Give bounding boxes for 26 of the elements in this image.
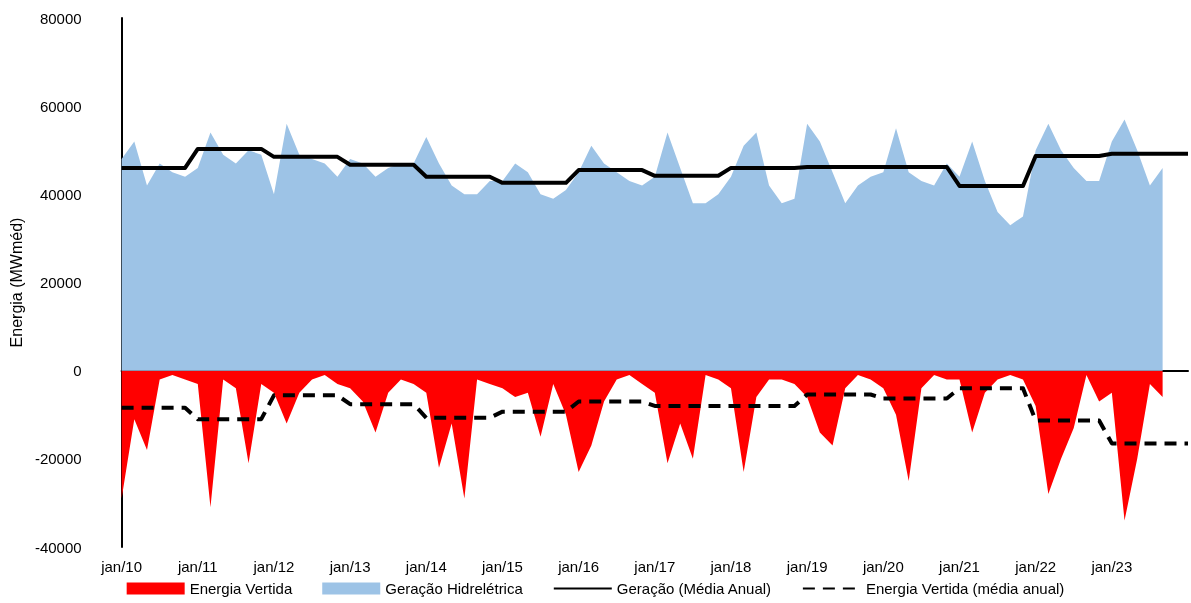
- x-tick-label: jan/12: [252, 558, 295, 575]
- x-tick-label: jan/14: [404, 558, 447, 575]
- legend-label: Geração Hidrelétrica: [385, 580, 524, 597]
- y-tick-label: 0: [73, 362, 82, 380]
- x-tick-label: jan/13: [328, 558, 371, 575]
- y-tick-label: 80000: [39, 9, 82, 27]
- y-axis-title: Energia (MWméd): [7, 217, 25, 348]
- x-tick-label: jan/10: [100, 558, 143, 575]
- legend-label: Geração (Média Anual): [616, 580, 772, 597]
- x-tick-label: jan/11: [176, 558, 218, 575]
- x-tick-label: jan/18: [709, 558, 752, 575]
- y-tick-label: -20000: [34, 450, 82, 468]
- y-tick-label: 20000: [39, 274, 82, 291]
- y-tick-label: 60000: [39, 97, 82, 115]
- x-tick-label: jan/17: [633, 558, 676, 575]
- x-tick-label: jan/23: [1090, 558, 1133, 575]
- x-tick-label: jan/15: [481, 558, 523, 575]
- legend-label: Energia Vertida (média anual): [865, 580, 1065, 597]
- x-tick-label: jan/16: [557, 558, 600, 575]
- legend-label: Energia Vertida: [189, 580, 293, 597]
- x-tick-label: jan/19: [785, 558, 828, 575]
- x-tick-label: jan/21: [938, 558, 980, 575]
- y-tick-label: 40000: [39, 185, 82, 203]
- y-tick-label: -40000: [34, 538, 82, 556]
- x-tick-label: jan/20: [861, 558, 904, 575]
- x-tick-label: jan/22: [1014, 558, 1057, 575]
